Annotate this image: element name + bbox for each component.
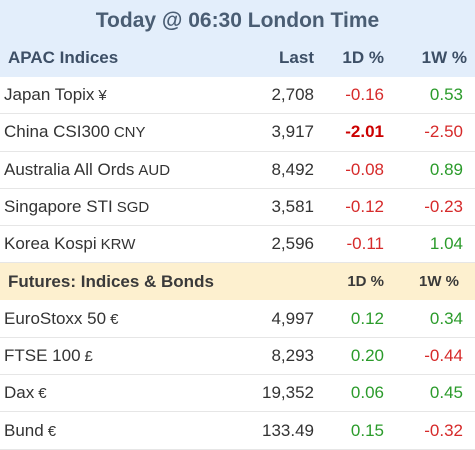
currency-label: CNY [113,124,146,142]
instrument-name: Australia All Ords AUD [0,160,244,180]
last-value: 8,492 [271,159,314,179]
instrument-name: China CSI300 CNY [0,122,244,142]
1w-change: -0.44 [424,345,463,365]
instrument-name: EuroStoxx 50 € [0,309,244,329]
table-row: Dax €19,352 0.06 0.45 [0,375,475,413]
instrument-label: Australia All Ords [4,159,135,179]
1w-change: -0.32 [424,420,463,440]
table-row: Australia All Ords AUD 8,492 -0.08 0.89 [0,152,475,189]
last-value: 2,708 [271,85,314,105]
1w-column-header: 1W % [421,48,467,67]
apac-section-label: APAC Indices [8,48,119,67]
table-row: Japan Topix ¥2,708 -0.16 0.53 [0,77,475,115]
last-value: 3,581 [271,197,314,217]
last-value: 2,596 [271,234,314,254]
instrument-label: EuroStoxx 50 [4,308,107,328]
1d-change: -0.12 [345,197,384,217]
last-value: 19,352 [262,383,314,403]
1w-change: 0.34 [429,308,463,328]
1w-change: 0.45 [429,383,463,403]
instrument-name: Singapore STI SGD [0,197,244,217]
table-row: Korea Kospi KRW 2,596 -0.11 1.04 [0,226,475,264]
table-row: Singapore STI SGD 3,581 -0.12 -0.23 [0,189,475,227]
futures-table: EuroStoxx 50 €4,997 0.12 0.34 FTSE 100 £8,293… [0,300,475,450]
1w-change: 0.89 [429,159,463,179]
1d-change: -0.11 [346,234,385,254]
instrument-name: Korea Kospi KRW [0,234,244,254]
instrument-label: Singapore STI [4,197,113,217]
instrument-name: FTSE 100 £ [0,346,244,366]
1d-change: -0.08 [345,159,384,179]
futures-header-row: Futures: Indices & Bonds 1D % 1W % [0,263,475,301]
apac-table: Japan Topix ¥2,708 -0.16 0.53 China CSI300 CN… [0,77,475,264]
table-row: China CSI300 CNY 3,917 -2.01 -2.50 [0,114,475,152]
currency-label: € [110,310,119,328]
currency-label: SGD [116,199,150,217]
1w-change: -0.23 [424,197,463,217]
currency-label: £ [84,347,93,365]
futures-1w-column-header: 1W % [418,273,459,291]
1w-change: -2.50 [424,122,463,142]
currency-label: € [38,385,47,403]
instrument-label: Japan Topix [4,85,95,105]
1w-change: 1.04 [429,234,463,254]
last-value: 133.49 [262,420,314,440]
instrument-label: Bund [4,420,44,440]
last-value: 8,293 [271,345,314,365]
1w-change: 0.53 [429,85,463,105]
last-value: 3,917 [271,122,314,142]
apac-header-row: APAC Indices Last 1D % 1W % [0,39,475,77]
currency-label: AUD [138,161,171,179]
instrument-label: FTSE 100 [4,345,81,365]
1d-change: 0.20 [350,345,384,365]
instrument-name: Japan Topix ¥ [0,85,244,105]
table-row: FTSE 100 £8,293 0.20 -0.44 [0,338,475,376]
1d-change: 0.15 [350,420,384,440]
instrument-label: Dax [4,383,35,403]
currency-label: KRW [100,236,136,254]
page-title: Today @ 06:30 London Time [0,0,475,39]
table-row: Bund €133.49 0.15 -0.32 [0,412,475,450]
1d-column-header: 1D % [342,48,384,67]
1d-change: -0.16 [345,85,384,105]
instrument-label: China CSI300 [4,122,110,142]
instrument-name: Dax € [0,383,244,403]
1d-change: 0.12 [350,308,384,328]
instrument-name: Bund € [0,421,244,441]
futures-1d-column-header: 1D % [347,273,384,291]
currency-label: € [47,422,57,440]
table-row: EuroStoxx 50 €4,997 0.12 0.34 [0,300,475,338]
last-value: 4,997 [271,308,314,328]
futures-section-label: Futures: Indices & Bonds [8,271,214,291]
1d-change: -2.01 [345,122,384,142]
last-column-header: Last [279,48,314,67]
currency-label: ¥ [98,87,107,105]
1d-change: 0.06 [350,383,384,403]
instrument-label: Korea Kospi [4,234,97,254]
